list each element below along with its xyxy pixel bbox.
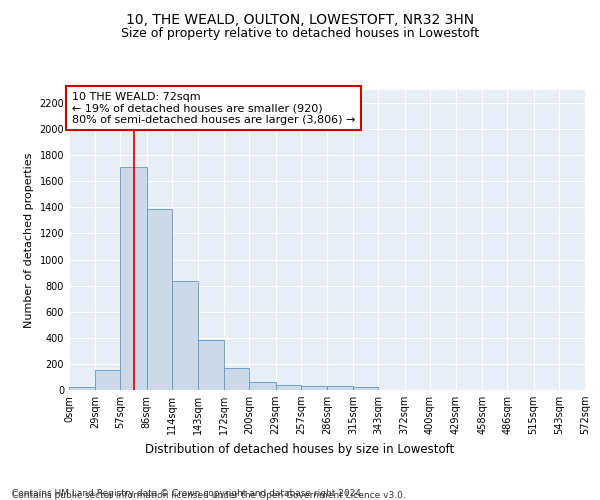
Text: Size of property relative to detached houses in Lowestoft: Size of property relative to detached ho…	[121, 28, 479, 40]
Bar	[146, 208, 172, 390]
Text: Contains HM Land Registry data © Crown copyright and database right 2024.: Contains HM Land Registry data © Crown c…	[12, 488, 364, 498]
Bar	[121, 167, 146, 390]
Text: Contains public sector information licensed under the Open Government Licence v3: Contains public sector information licen…	[12, 491, 406, 500]
Y-axis label: Number of detached properties: Number of detached properties	[24, 152, 34, 328]
Bar	[95, 370, 121, 390]
Bar	[301, 386, 327, 390]
Bar	[250, 382, 275, 390]
Bar	[327, 386, 353, 390]
Text: 10, THE WEALD, OULTON, LOWESTOFT, NR32 3HN: 10, THE WEALD, OULTON, LOWESTOFT, NR32 3…	[126, 12, 474, 26]
Bar	[69, 388, 95, 390]
Bar	[198, 340, 224, 390]
Bar	[172, 281, 198, 390]
Text: 10 THE WEALD: 72sqm
← 19% of detached houses are smaller (920)
80% of semi-detac: 10 THE WEALD: 72sqm ← 19% of detached ho…	[71, 92, 355, 124]
Bar	[224, 368, 250, 390]
Text: Distribution of detached houses by size in Lowestoft: Distribution of detached houses by size …	[145, 442, 455, 456]
Bar	[275, 386, 301, 390]
Bar	[353, 388, 379, 390]
